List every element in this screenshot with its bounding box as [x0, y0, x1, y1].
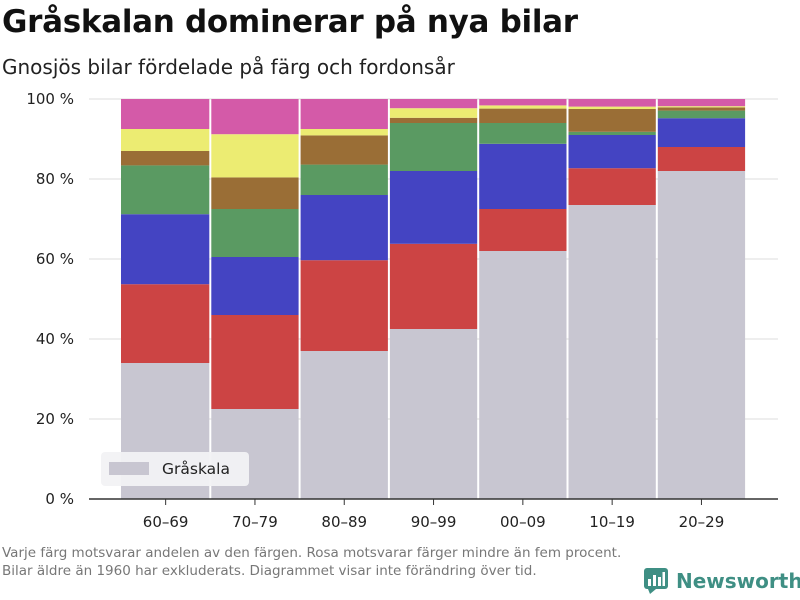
legend-swatch [109, 462, 149, 475]
bar-segment [211, 99, 299, 135]
bar-segment [479, 105, 567, 109]
legend-box [101, 452, 249, 486]
bar-segment [121, 214, 210, 285]
bar-segment [389, 243, 478, 329]
bar-segment [479, 108, 567, 123]
y-tick-label: 0 % [45, 490, 74, 508]
x-tick-label: 90–99 [411, 513, 457, 531]
bar-segment [568, 205, 656, 499]
x-tick-label: 80–89 [321, 513, 367, 531]
bar-segment [479, 251, 567, 499]
bar-segment [300, 260, 388, 351]
bar-segment [211, 257, 299, 315]
bar-segment [389, 117, 478, 123]
bar-segment [568, 106, 656, 109]
chart-footnote: Varje färg motsvarar andelen av den färg… [2, 545, 622, 579]
bar-segment [389, 171, 478, 244]
bar-segment [389, 329, 478, 499]
bar-segment [479, 123, 567, 144]
bar-segment [657, 147, 746, 171]
y-tick-label: 20 % [36, 410, 74, 428]
chart-title: Gråskalan dominerar på nya bilar [2, 4, 578, 40]
bar-chart-logo-icon [644, 568, 668, 594]
x-tick-label: 70–79 [232, 513, 278, 531]
bar-segment [389, 108, 478, 118]
bar-segment [568, 135, 656, 169]
bar-segment [211, 177, 299, 209]
legend-label: Gråskala [162, 460, 230, 478]
bar-segment [657, 106, 746, 108]
bar-segment [657, 118, 746, 147]
bar-segment [121, 129, 210, 151]
y-tick-label: 60 % [36, 250, 74, 268]
bar-segment [479, 143, 567, 209]
x-tick-label: 10–19 [589, 513, 635, 531]
bar-segment [121, 284, 210, 363]
bar-segment [389, 99, 478, 109]
bar-segment [568, 109, 656, 132]
bar-segment [211, 134, 299, 178]
bar-segment [211, 209, 299, 257]
x-tick-label: 20–29 [679, 513, 725, 531]
stacked-bar-chart: 0 % 20 % 40 % 60 % 80 % 100 % 60–69 70–79 80–89 9… [26, 90, 778, 531]
bar-segment [300, 351, 388, 499]
bar-segment [657, 110, 746, 119]
bar-segment [389, 123, 478, 171]
bar-segment [300, 195, 388, 261]
y-tick-label: 40 % [36, 330, 74, 348]
bar-segment [300, 99, 388, 129]
bar-segment [300, 135, 388, 165]
bar-segment [300, 129, 388, 136]
brand-name: Newsworthy [676, 569, 800, 593]
bar-segment [300, 164, 388, 195]
bar-segment [568, 99, 656, 107]
y-tick-label: 80 % [36, 170, 74, 188]
brand-logo: Newsworthy [644, 568, 800, 594]
bar-segment [121, 165, 210, 215]
bar-segment [211, 315, 299, 409]
bar-segment [568, 168, 656, 205]
x-tick-label: 00–09 [500, 513, 546, 531]
x-tick-label: 60–69 [143, 513, 189, 531]
y-tick-label: 100 % [26, 90, 74, 108]
bar-segment [479, 99, 567, 106]
bar-segment [657, 99, 746, 107]
chart-subtitle: Gnosjös bilar fördelade på färg och ford… [2, 55, 455, 79]
bar-segment [657, 107, 746, 111]
bar-segment [121, 99, 210, 129]
bar-segment [121, 151, 210, 166]
bar-segment [479, 209, 567, 251]
bar-segment [657, 171, 746, 499]
bar-segment [568, 131, 656, 135]
